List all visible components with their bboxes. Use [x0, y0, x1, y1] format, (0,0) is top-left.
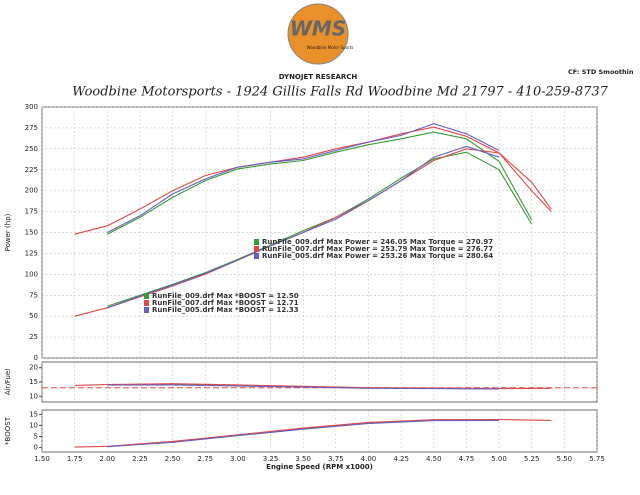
y-tick-label: 75 — [29, 291, 38, 299]
series-line — [107, 419, 500, 448]
x-tick-label: 3.25 — [263, 455, 279, 463]
y-tick-label: 20 — [29, 364, 38, 372]
y-tick-label: 200 — [25, 187, 38, 195]
series-line — [107, 384, 500, 390]
y-tick-label: 125 — [25, 249, 38, 257]
y-tick-label: 150 — [25, 229, 38, 237]
annotation: RunFile_009.drf Max Power = 246.05 Max T… — [262, 238, 493, 246]
x-tick-label: 3.00 — [230, 455, 246, 463]
series-line — [107, 123, 500, 233]
y-tick-label: 10 — [29, 421, 38, 429]
x-tick-label: 5.75 — [589, 455, 605, 463]
y-axis-label: Power (hp) — [4, 213, 12, 251]
annotation-swatch — [144, 293, 149, 299]
annotation-swatch — [254, 239, 259, 245]
annotation: RunFile_005.drf Max Power = 253.26 Max T… — [262, 252, 493, 260]
series-line — [74, 418, 552, 448]
y-axis-label: Air/Fuel — [4, 369, 12, 395]
x-tick-label: 2.75 — [197, 455, 213, 463]
annotation-swatch — [254, 246, 259, 252]
brand: DYNOJET RESEARCH — [279, 73, 358, 81]
x-tick-label: 4.50 — [426, 455, 442, 463]
x-tick-label: 4.75 — [459, 455, 475, 463]
logo-sub: Woodbine Motor Sports — [307, 45, 354, 50]
x-tick-label: 1.50 — [34, 455, 50, 463]
series-line — [74, 126, 552, 235]
y-tick-label: 250 — [25, 145, 38, 153]
annotation-swatch — [144, 300, 149, 306]
annotation-swatch — [254, 253, 259, 259]
y-tick-label: 15 — [29, 378, 38, 386]
y-tick-label: 25 — [29, 333, 38, 341]
y-tick-label: 225 — [25, 166, 38, 174]
plot-frame — [41, 361, 598, 403]
title: Woodbine Motorsports - 1924 Gillis Falls… — [72, 85, 609, 100]
x-tick-label: 2.50 — [165, 455, 181, 463]
annotation: RunFile_009.drf Max *BOOST = 12.50 — [152, 292, 299, 300]
x-axis-label: Engine Speed (RPM x1000) — [266, 463, 373, 471]
series-line — [107, 151, 533, 307]
y-tick-label: 0 — [34, 354, 38, 362]
x-tick-label: 1.75 — [67, 455, 83, 463]
annotation: RunFile_007.drf Max Power = 253.79 Max T… — [262, 245, 493, 253]
annotation: RunFile_007.drf Max *BOOST = 12.71 — [152, 299, 299, 307]
x-tick-label: 3.75 — [328, 455, 344, 463]
y-tick-label: 10 — [29, 392, 38, 400]
y-tick-label: 0 — [34, 444, 38, 452]
y-tick-label: 100 — [25, 270, 38, 278]
y-tick-label: 50 — [29, 312, 38, 320]
x-tick-label: 5.25 — [524, 455, 540, 463]
x-tick-label: 4.25 — [393, 455, 409, 463]
x-tick-label: 2.00 — [99, 455, 115, 463]
annotation: RunFile_005.drf Max *BOOST = 12.33 — [152, 306, 299, 314]
logo: WMS — [290, 17, 346, 41]
y-tick-label: 15 — [29, 410, 38, 418]
correction: CF: STD Smoothin — [568, 68, 634, 76]
x-tick-label: 5.00 — [491, 455, 507, 463]
y-tick-label: 175 — [25, 208, 38, 216]
series-line — [107, 131, 533, 235]
annotation-swatch — [144, 307, 149, 313]
x-tick-label: 5.50 — [557, 455, 573, 463]
x-tick-label: 4.00 — [361, 455, 377, 463]
series-line — [74, 148, 552, 317]
y-tick-label: 275 — [25, 124, 38, 132]
y-tick-label: 5 — [34, 433, 38, 441]
y-axis-label: *BOOST — [4, 416, 12, 445]
logo-circle — [287, 3, 349, 65]
x-tick-label: 2.25 — [132, 455, 148, 463]
y-tick-label: 300 — [25, 103, 38, 111]
x-tick-label: 3.50 — [295, 455, 311, 463]
series-line — [107, 145, 500, 309]
